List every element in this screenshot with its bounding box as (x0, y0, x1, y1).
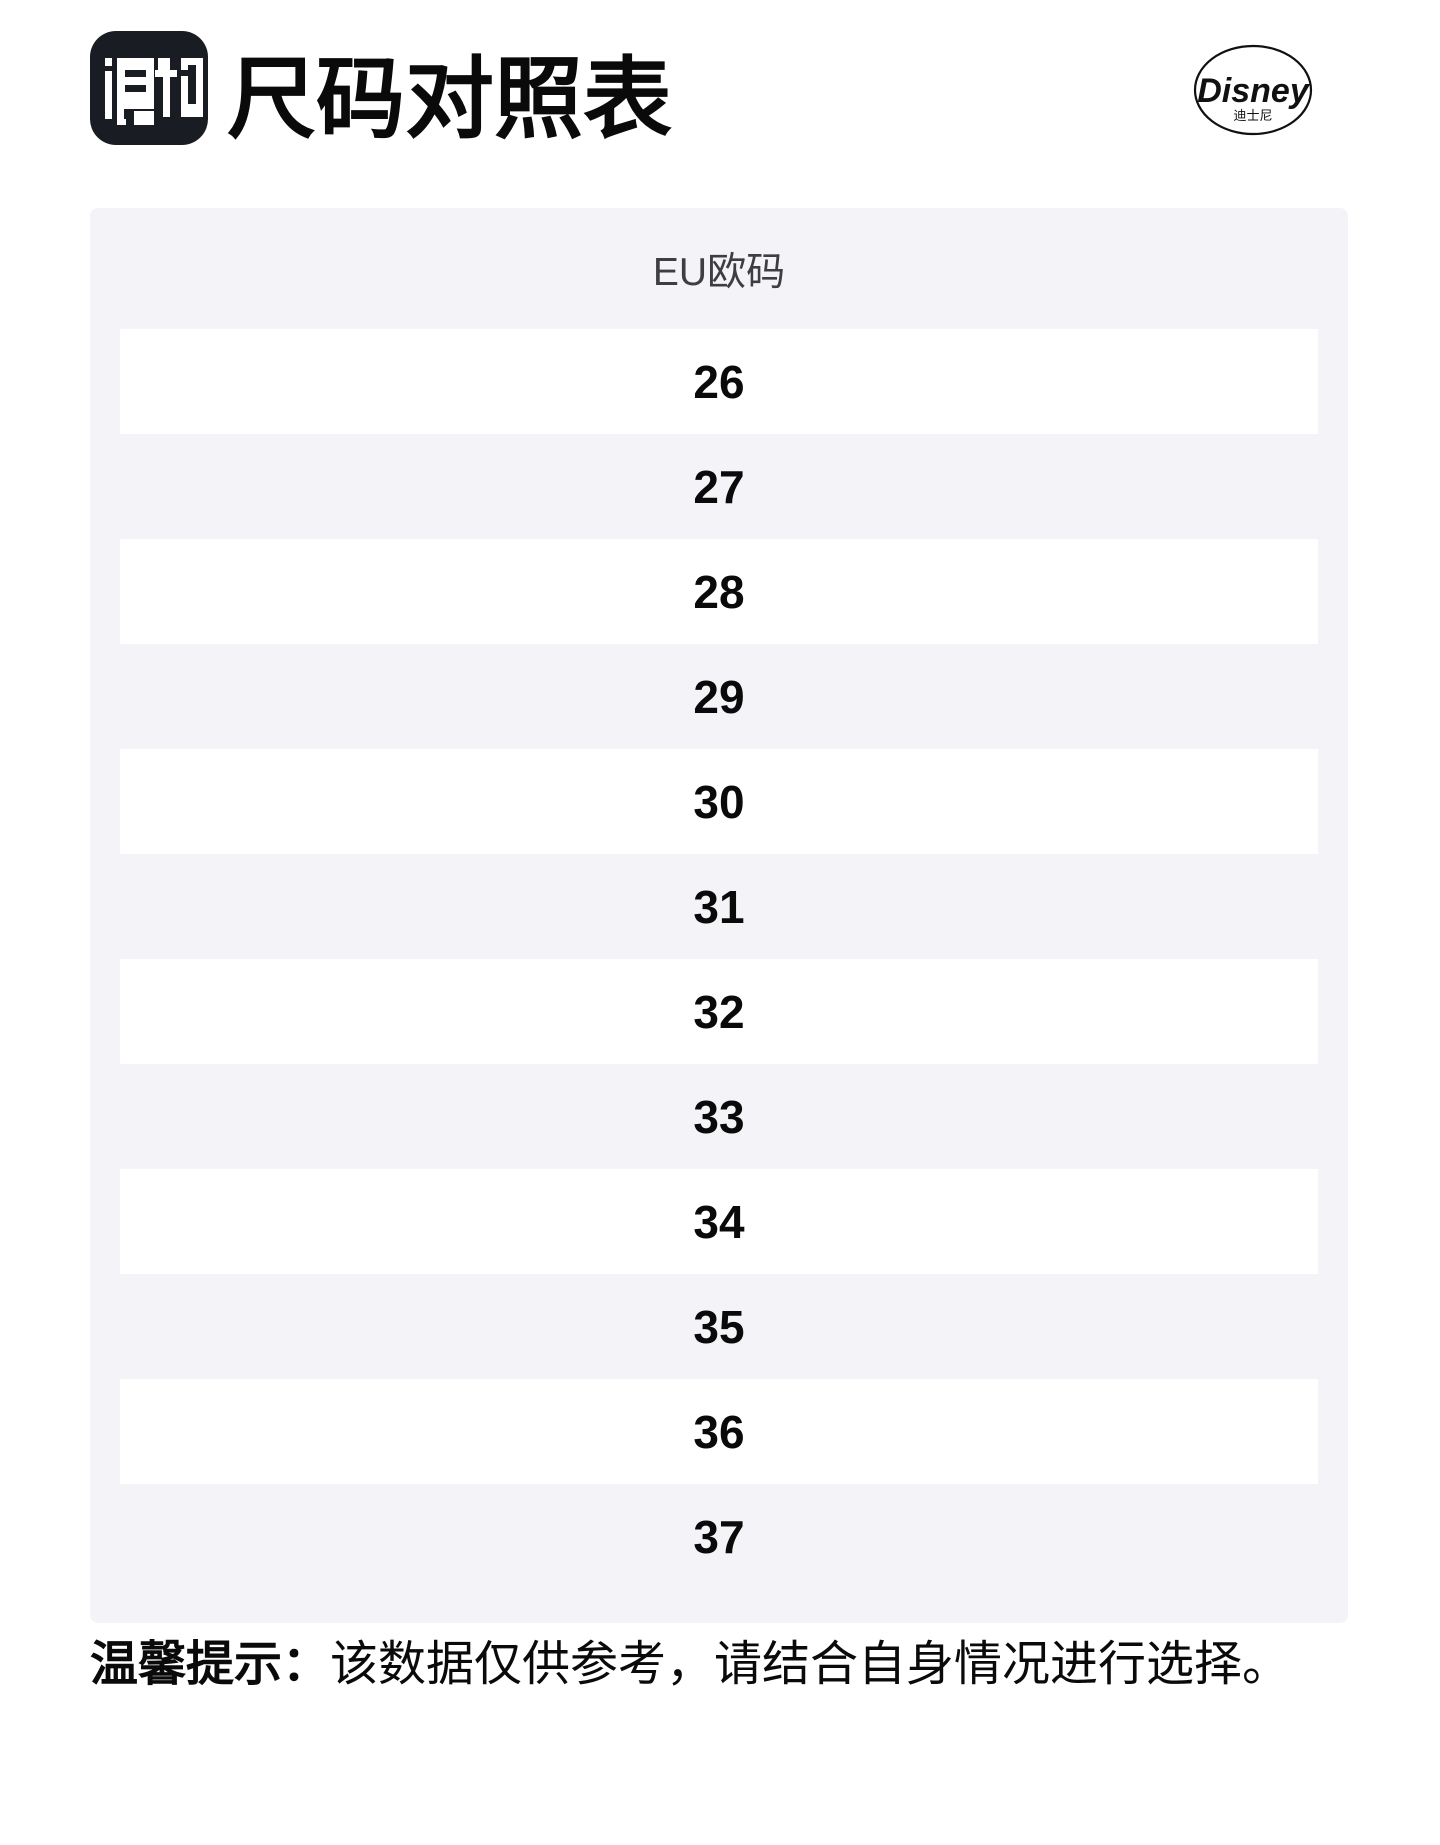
svg-text:Disney: Disney (1197, 72, 1311, 110)
svg-text:迪士尼: 迪士尼 (1233, 108, 1272, 123)
